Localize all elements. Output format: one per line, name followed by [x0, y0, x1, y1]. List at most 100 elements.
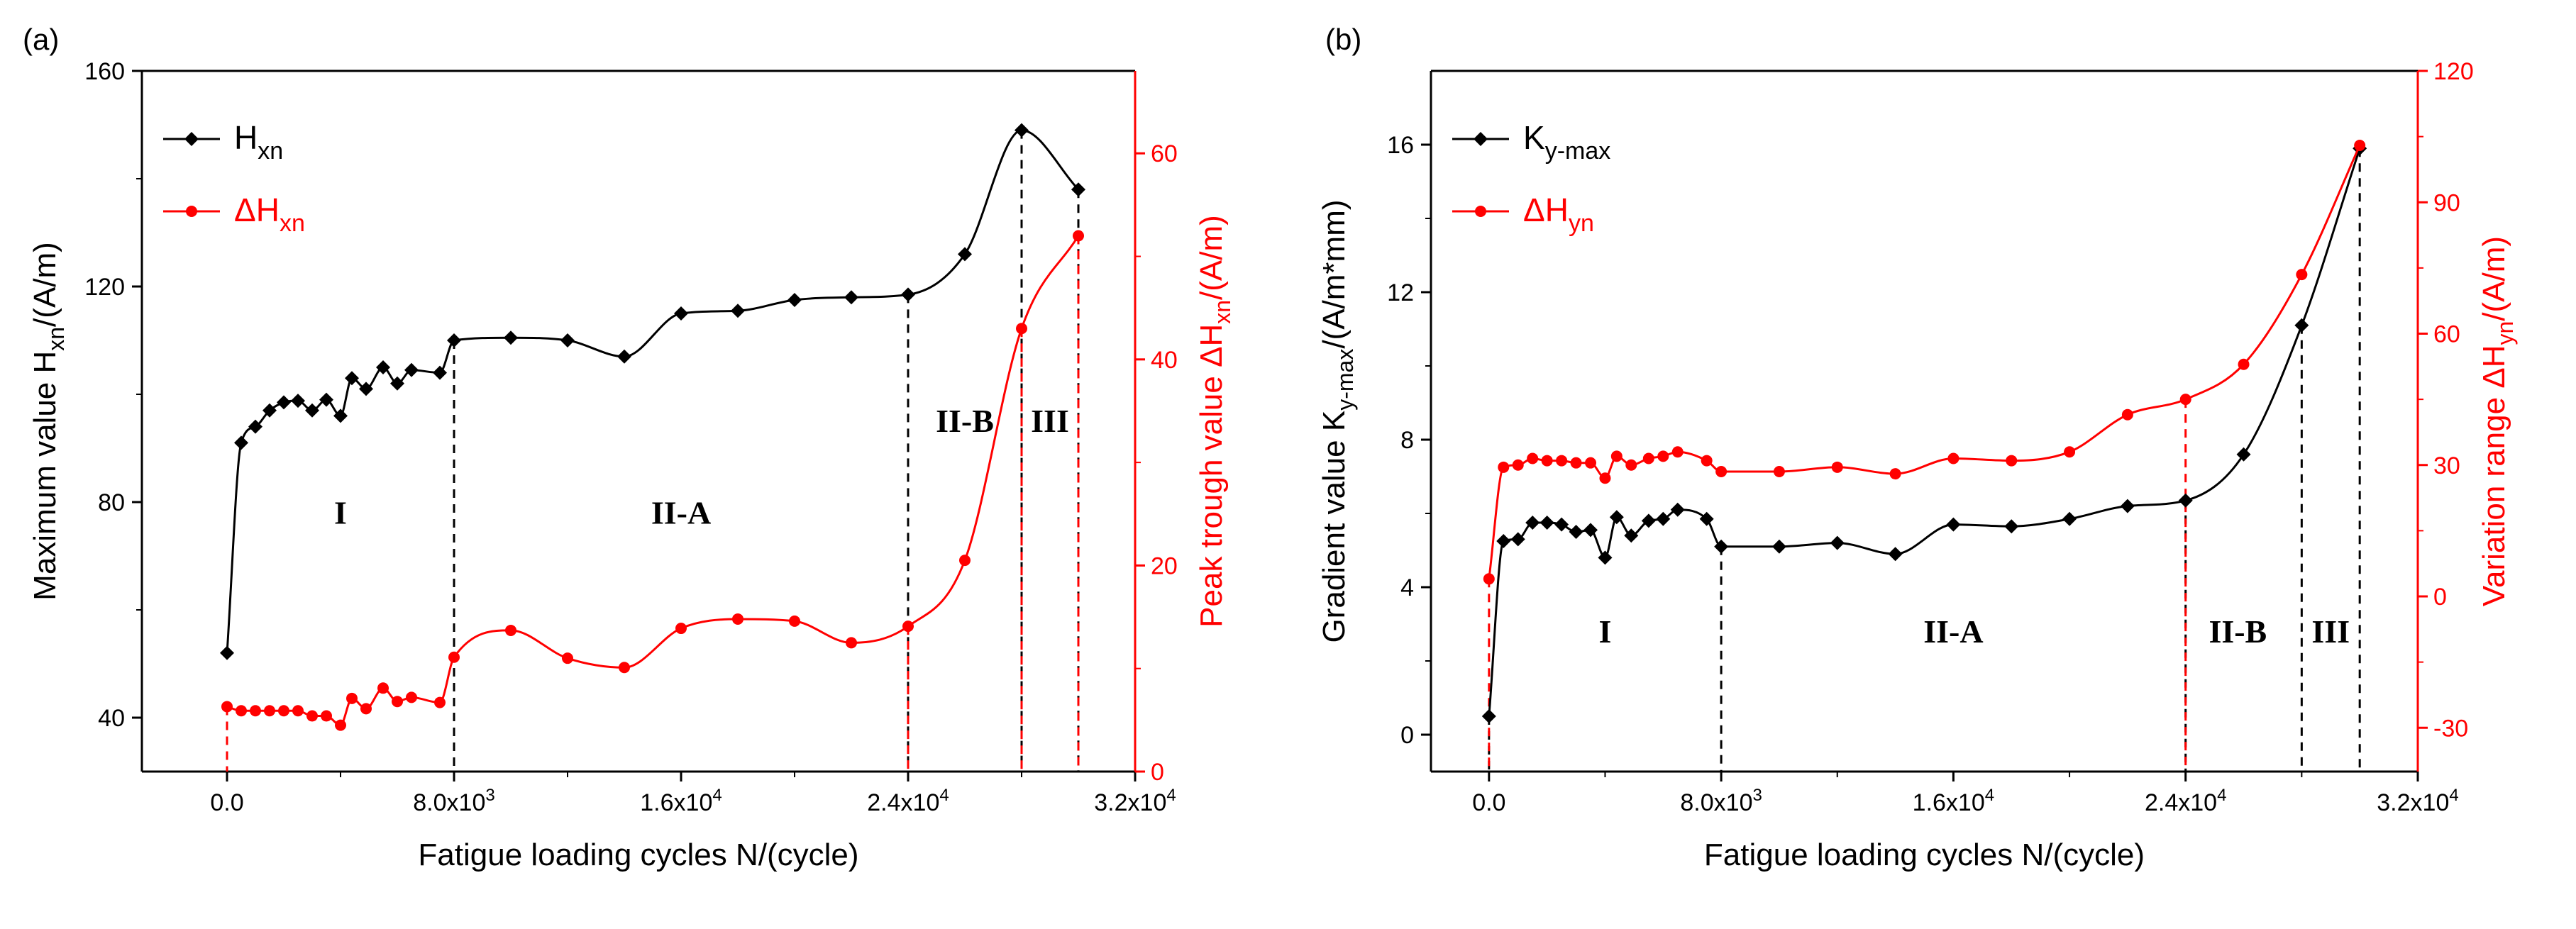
data-point-y-max [2004, 519, 2019, 534]
data-point-y-max [2294, 318, 2309, 333]
y-right-tick-label: 90 [2433, 189, 2460, 216]
x-axis-title: Fatigue loading cycles N/(cycle) [1704, 838, 2145, 872]
panel-label: (a) [23, 23, 59, 56]
data-point-xn [1071, 182, 1085, 197]
data-point-xn [360, 703, 372, 715]
data-point-yn [1483, 573, 1495, 585]
data-point-yn [1947, 452, 1959, 464]
data-point-xn [562, 652, 573, 664]
y-right-tick-label: 60 [2433, 321, 2460, 348]
x-tick-label: 8.0x103 [1680, 786, 1762, 816]
data-point-y-max [1656, 511, 1671, 526]
data-point-yn [1585, 457, 1597, 469]
data-point-yn [1625, 459, 1637, 471]
data-point-yn [1889, 468, 1901, 480]
chart-panel-b: (b) 0.0 8.0x103 1.6x104 2.4x104 3.2x104 0 4 8 12 1… [1317, 23, 2518, 872]
data-point-xn [221, 701, 233, 713]
y-right-tick-label: 40 [1151, 347, 1178, 374]
data-point-xn [448, 651, 460, 663]
data-point-y-max [1624, 528, 1639, 543]
x-axis-title: Fatigue loading cycles N/(cycle) [418, 838, 858, 872]
region-label: II-A [1923, 613, 1983, 650]
data-point-yn [2064, 446, 2076, 458]
legend-label: Ky-max [1523, 119, 1610, 165]
data-point-yn [1610, 450, 1623, 462]
data-point-yn [1570, 457, 1582, 469]
data-point-xn [262, 403, 277, 418]
data-point-xn [234, 435, 248, 450]
data-point-xn [958, 247, 972, 262]
x-tick-label: 0.0 [1472, 789, 1505, 816]
data-point-yn [1715, 466, 1728, 478]
data-point-y-max [1481, 709, 1496, 723]
data-point-xn [321, 710, 332, 722]
data-point-xn [335, 719, 346, 731]
data-point-y-max [1496, 534, 1511, 548]
data-point-yn [2238, 358, 2250, 370]
data-point-xn [292, 705, 304, 717]
x-tick-label: 0.0 [210, 789, 243, 816]
data-point-y-max [1641, 513, 1656, 528]
y-left-tick-label: 160 [84, 58, 125, 85]
data-point-yn [1831, 461, 1843, 473]
data-point-xn [434, 696, 446, 708]
data-point-yn [1556, 455, 1568, 467]
data-point-y-max [2120, 499, 2135, 513]
y-left-axis-title: Maximum value Hxn/(A/m) [28, 242, 69, 601]
data-point-xn [901, 287, 915, 302]
x-tick-label: 1.6x104 [1913, 786, 1994, 816]
region-label: III [1031, 403, 1069, 439]
data-point-xn [846, 637, 857, 649]
data-point-y-max [1714, 539, 1729, 554]
y-right-tick-label: 0 [1151, 759, 1164, 786]
y-left-tick-label: 80 [98, 489, 125, 516]
data-point-y-max [1598, 550, 1613, 565]
data-point-y-max [2062, 511, 2077, 526]
data-point-y-max [1569, 525, 1583, 539]
data-point-yn [1642, 452, 1654, 464]
data-point-xn [406, 691, 417, 703]
y-left-tick-label: 12 [1387, 279, 1414, 306]
data-point-y-max [1888, 547, 1903, 562]
data-point-xn [278, 705, 289, 717]
legend-marker [1475, 206, 1486, 217]
data-point-y-max [1583, 523, 1598, 538]
data-point-xn [674, 306, 688, 321]
data-point-xn [392, 696, 403, 708]
data-point-yn [1657, 450, 1669, 462]
data-point-xn [236, 705, 247, 717]
data-point-xn [333, 408, 348, 423]
data-point-y-max [1771, 539, 1786, 554]
data-point-xn [787, 293, 802, 307]
data-point-yn [1701, 455, 1713, 467]
data-point-xn [250, 705, 261, 717]
region-label: II-B [936, 403, 994, 439]
data-point-yn [2296, 269, 2308, 281]
data-point-yn [1512, 459, 1524, 471]
series-line-xn [226, 235, 1080, 727]
data-point-xn [617, 349, 631, 364]
legend-marker [186, 206, 197, 217]
legend-label: Hxn [234, 119, 283, 165]
data-point-xn [305, 403, 319, 418]
data-point-xn [732, 613, 743, 625]
data-point-y-max [1554, 517, 1569, 532]
x-tick-label: 8.0x103 [413, 786, 494, 816]
data-point-xn [1015, 123, 1029, 138]
data-point-xn [789, 615, 800, 627]
data-point-xn [291, 394, 305, 408]
data-point-xn [220, 645, 234, 660]
data-point-yn [2179, 394, 2191, 406]
data-point-xn [447, 333, 461, 347]
data-point-yn [1527, 452, 1539, 464]
y-left-tick-label: 0 [1400, 722, 1414, 749]
y-right-tick-label: 120 [2433, 58, 2474, 85]
data-point-xn [359, 382, 373, 396]
data-point-xn [433, 365, 447, 380]
data-point-xn [306, 710, 318, 722]
y-right-tick-label: 0 [2433, 584, 2447, 611]
legend-marker [1474, 132, 1488, 146]
series-line-xn [226, 129, 1080, 653]
y-left-tick-label: 120 [84, 274, 125, 301]
